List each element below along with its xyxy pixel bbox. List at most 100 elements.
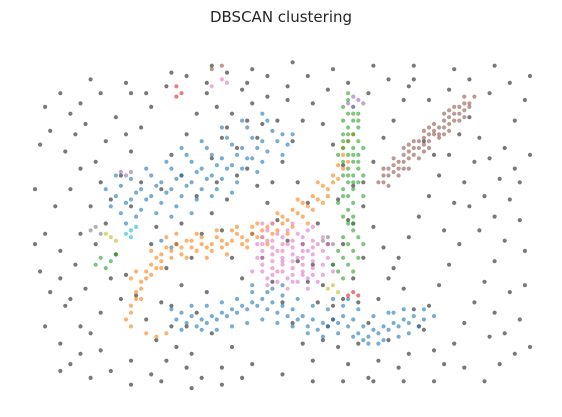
data-point bbox=[260, 159, 265, 164]
data-point bbox=[512, 118, 517, 123]
data-point bbox=[442, 111, 447, 116]
data-point bbox=[320, 121, 325, 127]
data-point bbox=[457, 242, 462, 247]
data-point bbox=[447, 108, 452, 113]
data-point bbox=[179, 173, 184, 178]
data-point bbox=[310, 194, 315, 199]
data-point bbox=[275, 218, 280, 223]
data-point bbox=[300, 269, 305, 274]
data-point bbox=[341, 255, 346, 260]
data-point bbox=[189, 211, 194, 216]
data-point bbox=[320, 200, 325, 205]
cluster-series-6 bbox=[174, 84, 361, 298]
data-point bbox=[184, 152, 189, 157]
data-point bbox=[406, 84, 411, 89]
data-point bbox=[229, 255, 235, 260]
data-point bbox=[149, 173, 154, 178]
data-point bbox=[406, 351, 411, 356]
data-point bbox=[295, 197, 300, 202]
data-point bbox=[300, 200, 305, 205]
data-point bbox=[330, 303, 336, 308]
data-point bbox=[356, 293, 361, 298]
data-point bbox=[305, 221, 310, 226]
data-point bbox=[401, 317, 406, 322]
data-point bbox=[123, 132, 129, 137]
data-point bbox=[169, 187, 174, 192]
data-point bbox=[275, 228, 280, 233]
data-point bbox=[386, 166, 391, 171]
data-point bbox=[447, 152, 452, 157]
data-point bbox=[346, 207, 351, 212]
data-point bbox=[280, 303, 285, 308]
data-point bbox=[154, 211, 159, 216]
data-point bbox=[376, 180, 381, 185]
data-point bbox=[68, 362, 73, 367]
data-point bbox=[401, 145, 406, 151]
data-point bbox=[416, 139, 421, 144]
data-point bbox=[270, 300, 275, 305]
data-point bbox=[189, 351, 194, 356]
data-point bbox=[325, 235, 330, 240]
data-point bbox=[149, 248, 154, 253]
data-point bbox=[290, 272, 295, 277]
data-point bbox=[204, 245, 209, 250]
data-point bbox=[128, 197, 134, 202]
data-point bbox=[431, 348, 437, 353]
data-point bbox=[381, 135, 386, 140]
data-point bbox=[53, 204, 58, 209]
data-point bbox=[426, 125, 432, 130]
data-point bbox=[336, 200, 341, 205]
data-point bbox=[275, 231, 280, 236]
data-point bbox=[310, 262, 315, 267]
data-point bbox=[285, 242, 290, 247]
data-point bbox=[250, 269, 255, 274]
data-point bbox=[280, 152, 285, 157]
data-point bbox=[128, 169, 134, 175]
data-point bbox=[78, 166, 83, 171]
data-point bbox=[280, 300, 285, 305]
data-point bbox=[250, 290, 255, 295]
data-point bbox=[229, 111, 235, 116]
data-point bbox=[356, 331, 361, 336]
data-point bbox=[199, 166, 204, 171]
data-point bbox=[336, 269, 341, 274]
data-point bbox=[240, 375, 245, 380]
data-point bbox=[492, 63, 497, 68]
data-point bbox=[356, 255, 361, 260]
data-point bbox=[300, 341, 305, 346]
data-point bbox=[305, 279, 310, 284]
data-point bbox=[265, 200, 270, 205]
data-point bbox=[356, 180, 361, 185]
data-point bbox=[421, 317, 426, 322]
data-point bbox=[310, 317, 315, 322]
data-point bbox=[426, 97, 432, 103]
data-point bbox=[149, 242, 154, 247]
data-point bbox=[270, 180, 275, 185]
data-point bbox=[139, 180, 144, 185]
data-point bbox=[341, 152, 346, 157]
data-point bbox=[351, 111, 356, 116]
data-point bbox=[234, 224, 240, 229]
data-point bbox=[290, 320, 295, 326]
data-point bbox=[240, 276, 245, 281]
data-point bbox=[280, 132, 285, 137]
data-point bbox=[219, 125, 224, 130]
data-point bbox=[351, 104, 356, 109]
data-point bbox=[361, 255, 366, 260]
data-point bbox=[522, 283, 528, 288]
cluster-series-10 bbox=[123, 224, 139, 240]
data-point bbox=[487, 156, 492, 161]
data-point bbox=[224, 70, 230, 75]
data-point bbox=[159, 180, 164, 185]
data-point bbox=[103, 266, 108, 271]
data-point bbox=[240, 242, 245, 247]
data-point bbox=[174, 231, 179, 236]
data-point bbox=[209, 331, 214, 336]
data-point bbox=[391, 310, 396, 315]
data-point bbox=[68, 296, 73, 302]
data-point bbox=[472, 159, 477, 164]
data-point bbox=[310, 303, 315, 308]
data-point bbox=[305, 200, 310, 205]
data-point bbox=[265, 242, 270, 247]
data-point bbox=[224, 197, 230, 202]
